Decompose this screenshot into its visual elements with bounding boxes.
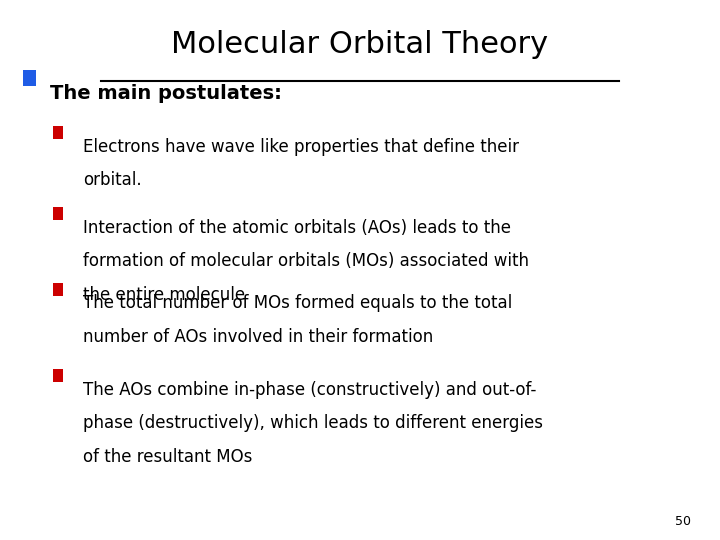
Text: of the resultant MOs: of the resultant MOs — [83, 448, 252, 465]
Bar — [53, 283, 63, 296]
Text: formation of molecular orbitals (MOs) associated with: formation of molecular orbitals (MOs) as… — [83, 252, 528, 270]
Bar — [53, 369, 63, 382]
Text: Interaction of the atomic orbitals (AOs) leads to the: Interaction of the atomic orbitals (AOs)… — [83, 219, 510, 237]
Text: The AOs combine in-phase (constructively) and out-of-: The AOs combine in-phase (constructively… — [83, 381, 536, 399]
Bar — [53, 207, 63, 220]
Text: orbital.: orbital. — [83, 171, 141, 189]
Text: The total number of MOs formed equals to the total: The total number of MOs formed equals to… — [83, 294, 512, 312]
Bar — [23, 70, 36, 86]
Bar — [53, 126, 63, 139]
Text: The main postulates:: The main postulates: — [50, 84, 282, 103]
Text: Electrons have wave like properties that define their: Electrons have wave like properties that… — [83, 138, 519, 156]
Text: 50: 50 — [675, 515, 691, 528]
Text: phase (destructively), which leads to different energies: phase (destructively), which leads to di… — [83, 414, 543, 432]
Text: Molecular Orbital Theory: Molecular Orbital Theory — [171, 30, 549, 59]
Text: number of AOs involved in their formation: number of AOs involved in their formatio… — [83, 328, 433, 346]
Text: the entire molecule: the entire molecule — [83, 286, 245, 303]
